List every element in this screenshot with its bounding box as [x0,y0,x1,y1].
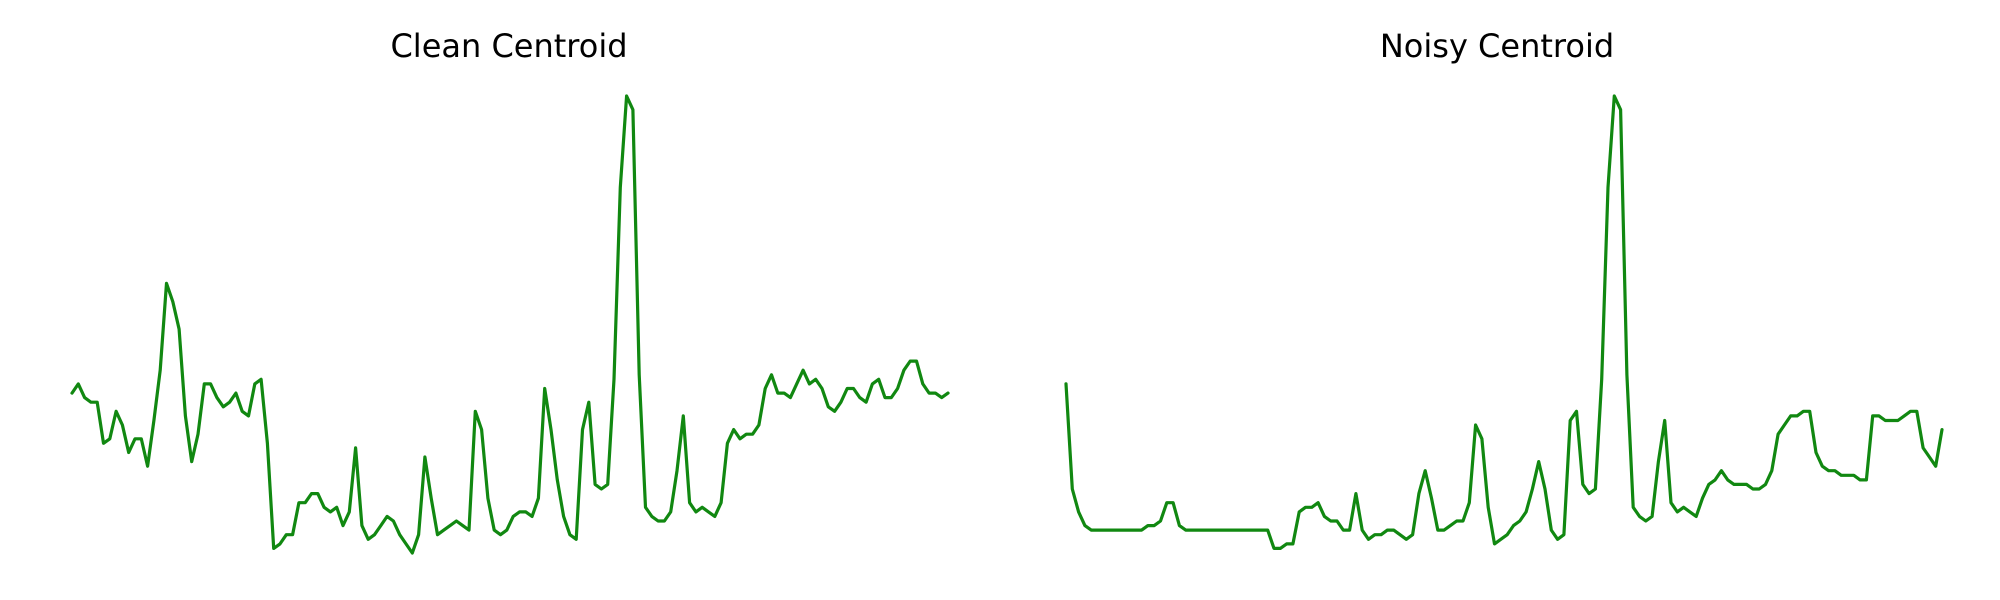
clean-centroid-line [70,94,950,555]
noisy-centroid-title: Noisy Centroid [1380,27,1614,65]
noisy-centroid-line [1064,94,1944,550]
clean-centroid-panel: Clean Centroid [70,27,950,555]
noisy-centroid-panel: Noisy Centroid [1064,27,1944,550]
clean-centroid-title: Clean Centroid [390,27,627,65]
